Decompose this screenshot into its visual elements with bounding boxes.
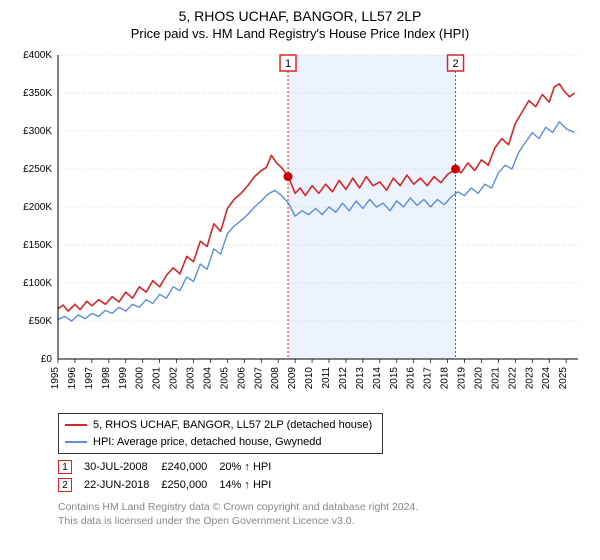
svg-text:£200K: £200K: [23, 202, 52, 213]
svg-text:2012: 2012: [338, 367, 349, 390]
svg-text:2002: 2002: [169, 367, 180, 390]
svg-text:2019: 2019: [457, 367, 468, 390]
legend-row: 5, RHOS UCHAF, BANGOR, LL57 2LP (detache…: [65, 417, 372, 434]
svg-text:2025: 2025: [558, 367, 569, 390]
footer-line: This data is licensed under the Open Gov…: [58, 514, 590, 528]
svg-text:2017: 2017: [423, 367, 434, 390]
svg-text:£250K: £250K: [23, 164, 52, 175]
svg-text:£350K: £350K: [23, 88, 52, 99]
svg-text:1: 1: [285, 58, 291, 70]
annotation-price: £250,000: [161, 476, 219, 494]
svg-text:1995: 1995: [50, 367, 61, 390]
svg-text:2024: 2024: [541, 367, 552, 390]
svg-text:1996: 1996: [67, 367, 78, 390]
svg-text:1997: 1997: [84, 367, 95, 390]
svg-text:1998: 1998: [101, 367, 112, 390]
legend-label: HPI: Average price, detached house, Gwyn…: [93, 434, 322, 451]
legend-swatch: [65, 441, 87, 443]
svg-text:2005: 2005: [219, 367, 230, 390]
svg-text:£0: £0: [41, 354, 53, 365]
svg-text:2015: 2015: [389, 367, 400, 390]
chart-subtitle: Price paid vs. HM Land Registry's House …: [10, 26, 590, 41]
svg-text:2022: 2022: [507, 367, 518, 390]
annotation-row: 1 30-JUL-2008£240,00020% ↑ HPI: [58, 458, 283, 476]
chart-title: 5, RHOS UCHAF, BANGOR, LL57 2LP: [10, 8, 590, 24]
annotation-date: 30-JUL-2008: [84, 458, 161, 476]
svg-text:2023: 2023: [524, 367, 535, 390]
legend-row: HPI: Average price, detached house, Gwyn…: [65, 434, 372, 451]
svg-text:2013: 2013: [355, 367, 366, 390]
svg-text:2011: 2011: [321, 367, 332, 389]
svg-text:2000: 2000: [135, 367, 146, 390]
annotation-row: 2 22-JUN-2018£250,00014% ↑ HPI: [58, 476, 283, 494]
svg-text:2006: 2006: [236, 367, 247, 390]
svg-text:£100K: £100K: [23, 278, 52, 289]
legend-label: 5, RHOS UCHAF, BANGOR, LL57 2LP (detache…: [93, 417, 372, 434]
annotation-delta: 20% ↑ HPI: [219, 458, 283, 476]
svg-text:2: 2: [452, 58, 458, 70]
svg-text:2001: 2001: [152, 367, 163, 390]
svg-text:2014: 2014: [372, 367, 383, 390]
svg-text:1999: 1999: [118, 367, 129, 390]
legend-swatch: [65, 424, 87, 426]
price-chart: £0 £50K £100K £150K £200K £250K £300K £350K £400…: [10, 47, 590, 407]
svg-text:2003: 2003: [186, 367, 197, 390]
svg-text:£50K: £50K: [29, 316, 53, 327]
annotation-marker-icon: 2: [58, 478, 72, 492]
annotation-price: £240,000: [161, 458, 219, 476]
svg-text:2021: 2021: [490, 367, 501, 390]
footer-attribution: Contains HM Land Registry data © Crown c…: [58, 500, 590, 528]
annotation-date: 22-JUN-2018: [84, 476, 161, 494]
svg-text:2018: 2018: [440, 367, 451, 390]
svg-text:£400K: £400K: [23, 50, 52, 61]
svg-text:2016: 2016: [406, 367, 417, 390]
footer-line: Contains HM Land Registry data © Crown c…: [58, 500, 590, 514]
svg-text:£150K: £150K: [23, 240, 52, 251]
svg-text:2004: 2004: [202, 367, 213, 390]
svg-text:£300K: £300K: [23, 126, 52, 137]
chart-legend: 5, RHOS UCHAF, BANGOR, LL57 2LP (detache…: [58, 413, 383, 454]
annotation-table: 1 30-JUL-2008£240,00020% ↑ HPI 2 22-JUN-201…: [58, 458, 283, 494]
annotation-marker-icon: 1: [58, 460, 72, 474]
annotation-delta: 14% ↑ HPI: [219, 476, 283, 494]
svg-text:2009: 2009: [287, 367, 298, 390]
svg-text:2010: 2010: [304, 367, 315, 390]
svg-text:2020: 2020: [473, 367, 484, 390]
svg-text:2007: 2007: [253, 367, 264, 390]
svg-text:2008: 2008: [270, 367, 281, 390]
